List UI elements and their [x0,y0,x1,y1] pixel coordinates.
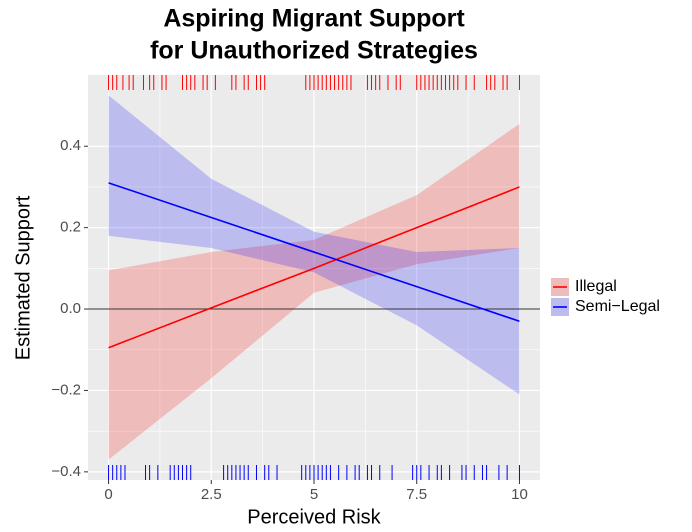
legend-label: Illegal [575,278,617,295]
confidence-band [108,95,520,395]
y-axis-label: Estimated Support [12,195,34,360]
x-tick-label: 5 [310,486,318,503]
x-axis-label: Perceived Risk [247,506,381,528]
confidence-band [108,123,520,460]
y-tick-label: 0.4 [60,137,81,154]
y-tick-label: 0.2 [60,219,81,236]
chart-title: for Unauthorized Strategies [150,37,478,65]
y-tick-label: −0.4 [51,463,81,480]
chart-title: Aspiring Migrant Support [163,5,465,33]
y-tick-label: −0.2 [51,381,81,398]
series-line [108,182,520,323]
legend-label: Semi−Legal [575,298,660,315]
x-tick-label: 2.5 [201,486,222,503]
series-line [108,186,520,349]
x-tick-label: 10 [511,486,528,503]
y-tick-label: 0.0 [60,300,81,317]
x-tick-label: 0 [104,486,112,503]
x-tick-label: 7.5 [406,486,427,503]
